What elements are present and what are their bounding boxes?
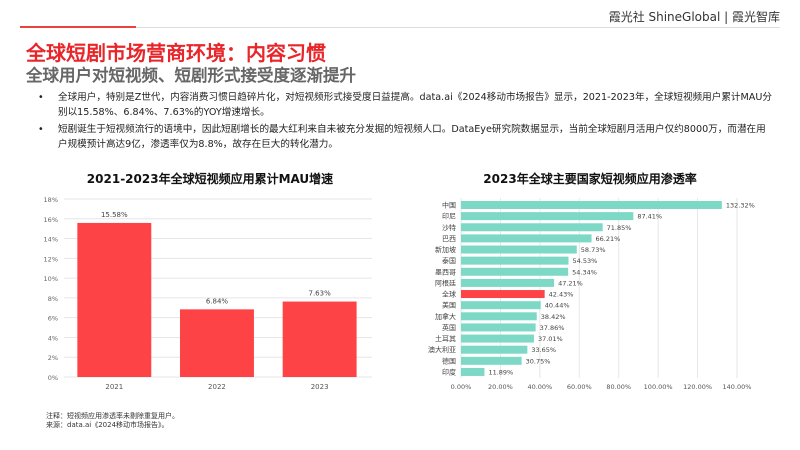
bar	[180, 309, 254, 377]
y-tick-label: 德国	[442, 356, 456, 365]
x-tick-label: 2021	[105, 383, 123, 391]
data-label: 42.43%	[549, 291, 574, 299]
x-tick-label: 140.00%	[723, 383, 752, 391]
y-tick-label: 8%	[48, 295, 58, 303]
left-chart-title: 2021-2023年全球短视频应用累计MAU增速	[86, 172, 334, 186]
bar	[461, 212, 634, 221]
y-tick-label: 2%	[48, 354, 58, 362]
data-label: 47.21%	[558, 279, 583, 287]
x-tick-label: 60.00%	[567, 383, 592, 391]
bar	[461, 334, 534, 343]
y-tick-label: 印度	[442, 367, 456, 376]
bar	[461, 290, 545, 299]
data-label: 11.89%	[488, 368, 513, 376]
bar	[461, 278, 555, 287]
x-tick-label: 20.00%	[488, 383, 513, 391]
bar	[77, 222, 152, 377]
y-tick-label: 巴西	[442, 235, 456, 243]
data-label: 132.32%	[726, 202, 755, 210]
y-tick-label: 新加坡	[435, 245, 456, 254]
y-tick-label: 泰国	[442, 256, 456, 265]
y-tick-label: 中国	[442, 201, 456, 210]
bar	[461, 201, 722, 209]
bullet-list: 全球用户，特别是Z世代，内容消费习惯日趋碎片化，对短视频形式接受度日益提高。da…	[38, 90, 773, 154]
y-tick-label: 14%	[44, 236, 58, 244]
y-tick-label: 英国	[442, 323, 456, 332]
data-label: 71.85%	[607, 224, 632, 232]
bar	[461, 301, 541, 310]
y-tick-label: 18%	[44, 196, 58, 204]
x-tick-label: 40.00%	[527, 383, 552, 391]
data-label: 54.34%	[572, 268, 597, 276]
bar	[282, 301, 357, 377]
y-tick-label: 土耳其	[435, 334, 456, 343]
data-label: 37.01%	[538, 335, 563, 343]
bar	[461, 234, 592, 243]
data-label: 6.84%	[206, 297, 229, 305]
notes: 注释：短视频应用渗透率未剔除重复用户。 来源：data.ai《2024移动市场报…	[46, 412, 179, 430]
y-tick-label: 阿根廷	[435, 278, 456, 287]
bar	[461, 245, 577, 254]
data-label: 66.21%	[596, 235, 621, 243]
data-label: 7.63%	[309, 290, 332, 298]
bar	[461, 267, 569, 276]
y-tick-label: 16%	[44, 216, 58, 224]
data-label: 37.86%	[540, 324, 565, 332]
y-tick-label: 澳大利亚	[428, 345, 456, 354]
bar	[461, 256, 569, 265]
x-tick-label: 2022	[208, 383, 226, 391]
data-label: 30.75%	[526, 357, 551, 365]
data-label: 38.42%	[541, 313, 566, 321]
data-label: 87.41%	[637, 213, 662, 221]
bullet-item: 全球用户，特别是Z世代，内容消费习惯日趋碎片化，对短视频形式接受度日益提高。da…	[38, 90, 773, 120]
x-tick-label: 100.00%	[644, 383, 673, 391]
header-divider	[20, 27, 780, 28]
header-accent-line	[20, 26, 136, 28]
right-chart-title: 2023年全球主要国家短视频应用渗透率	[483, 172, 697, 186]
y-tick-label: 沙特	[442, 223, 456, 232]
bullet-item: 短剧诞生于短视频流行的语境中，因此短剧增长的最大红利来自未被充分发掘的短视频人口…	[38, 122, 773, 152]
y-tick-label: 美国	[442, 301, 456, 310]
y-tick-label: 6%	[48, 315, 58, 323]
page-title: 全球短剧市场营商环境：内容习惯	[26, 41, 326, 65]
y-tick-label: 4%	[48, 334, 58, 342]
bar	[461, 312, 537, 321]
data-label: 58.73%	[581, 246, 606, 254]
bar	[461, 356, 522, 365]
bar	[461, 345, 528, 354]
bar	[461, 323, 536, 332]
y-tick-label: 印尼	[442, 213, 456, 221]
y-tick-label: 墨西哥	[435, 268, 456, 276]
data-label: 33.65%	[531, 346, 556, 354]
brand-logo: 霞光社 ShineGlobal | 霞光智库	[608, 10, 780, 24]
x-tick-label: 0.00%	[451, 383, 472, 391]
data-label: 54.53%	[573, 257, 598, 265]
data-label: 40.44%	[545, 302, 570, 310]
bar	[461, 223, 603, 232]
x-tick-label: 120.00%	[683, 383, 712, 391]
y-tick-label: 0%	[48, 374, 58, 382]
y-tick-label: 12%	[44, 255, 58, 263]
source-text: 来源：data.ai《2024移动市场报告》。	[46, 421, 169, 429]
page-subtitle: 全球用户对短视频、短剧形式接受度逐渐提升	[26, 66, 356, 85]
x-tick-label: 80.00%	[606, 383, 631, 391]
y-tick-label: 10%	[44, 275, 58, 283]
note-text: 注释：短视频应用渗透率未剔除重复用户。	[46, 412, 179, 420]
y-tick-label: 加拿大	[435, 312, 456, 321]
y-tick-label: 全球	[442, 290, 456, 299]
data-label: 15.58%	[101, 211, 128, 219]
x-tick-label: 2023	[311, 383, 329, 391]
bar	[461, 367, 485, 376]
